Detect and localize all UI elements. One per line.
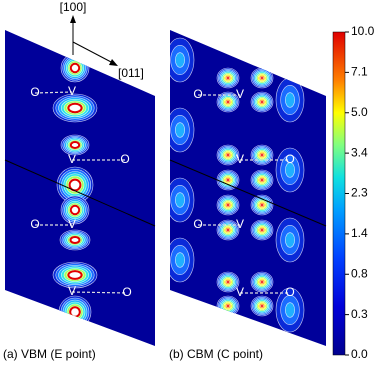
contour — [285, 92, 295, 108]
core — [67, 270, 83, 280]
atom-label: O — [193, 87, 202, 101]
colorbar-tick-label: 0.3 — [351, 307, 368, 321]
contour — [226, 280, 230, 284]
contour — [175, 52, 185, 68]
contour — [226, 100, 230, 104]
atom-label: V — [236, 285, 244, 299]
panel-b-background — [170, 30, 326, 346]
atom-label: O — [285, 285, 294, 299]
contour — [226, 304, 230, 308]
contour — [175, 252, 185, 268]
atom-label: V — [68, 152, 76, 166]
contour — [260, 76, 264, 80]
contour — [260, 304, 264, 308]
core — [69, 62, 81, 74]
contour — [285, 302, 295, 318]
contour — [175, 192, 185, 208]
atom-label: V — [68, 217, 76, 231]
contour — [285, 162, 295, 178]
panel-caption: (a) VBM (E point) — [3, 347, 96, 361]
colorbar-tick-label: 5.0 — [351, 105, 368, 119]
contour — [175, 122, 185, 138]
contour — [260, 178, 264, 182]
atom-label: V — [68, 84, 76, 98]
atom-label: O — [30, 85, 39, 99]
atom-label: V — [236, 152, 244, 166]
colorbar — [332, 31, 346, 356]
atom-label: O — [120, 152, 129, 166]
contour — [226, 178, 230, 182]
axis-label: [011] — [118, 66, 144, 80]
atom-label: O — [30, 217, 39, 231]
colorbar-tick-label: 0.0 — [351, 347, 368, 361]
axis-arrow — [72, 41, 114, 64]
contour — [260, 203, 264, 207]
contour — [226, 203, 230, 207]
atom-label: V — [68, 284, 76, 298]
contour — [260, 280, 264, 284]
core — [67, 102, 83, 114]
core — [69, 204, 81, 216]
panel-a-density — [52, 53, 98, 329]
bond — [71, 291, 128, 294]
core — [69, 236, 81, 244]
atom-label: O — [285, 152, 294, 166]
arrow-head — [70, 15, 76, 23]
atom-label: O — [122, 285, 131, 299]
contour — [260, 100, 264, 104]
contour — [226, 76, 230, 80]
axis-label: [100] — [60, 0, 87, 14]
colorbar-tick-label: 1.4 — [351, 226, 368, 240]
atom-label: V — [236, 87, 244, 101]
contour — [226, 228, 230, 232]
atom-label: O — [193, 217, 202, 231]
contour — [260, 153, 264, 157]
atoms: O V V O O V V O O V V O O V V O — [30, 84, 294, 299]
plane-line — [169, 159, 327, 227]
colorbar-tick-label: 7.1 — [351, 65, 368, 79]
contour — [285, 232, 295, 248]
bond — [34, 91, 73, 94]
contour — [226, 153, 230, 157]
plane-line — [4, 159, 156, 227]
panel-caption: (b) CBM (C point) — [169, 347, 263, 361]
colorbar-tick-label: 3.4 — [351, 145, 368, 159]
contour — [260, 228, 264, 232]
colorbar-tick-label: 0.8 — [351, 266, 368, 280]
core — [69, 306, 81, 318]
arrow-head — [109, 59, 118, 66]
panel-b-density — [170, 37, 305, 333]
core — [69, 141, 81, 149]
atom-label: V — [236, 217, 244, 231]
colorbar-tick-label: 10.0 — [351, 24, 375, 38]
colorbar-ticks: 10.0 7.1 5.0 3.4 2.3 1.4 0.8 0.3 0.0 — [345, 24, 375, 361]
colorbar-tick-label: 2.3 — [351, 186, 368, 200]
